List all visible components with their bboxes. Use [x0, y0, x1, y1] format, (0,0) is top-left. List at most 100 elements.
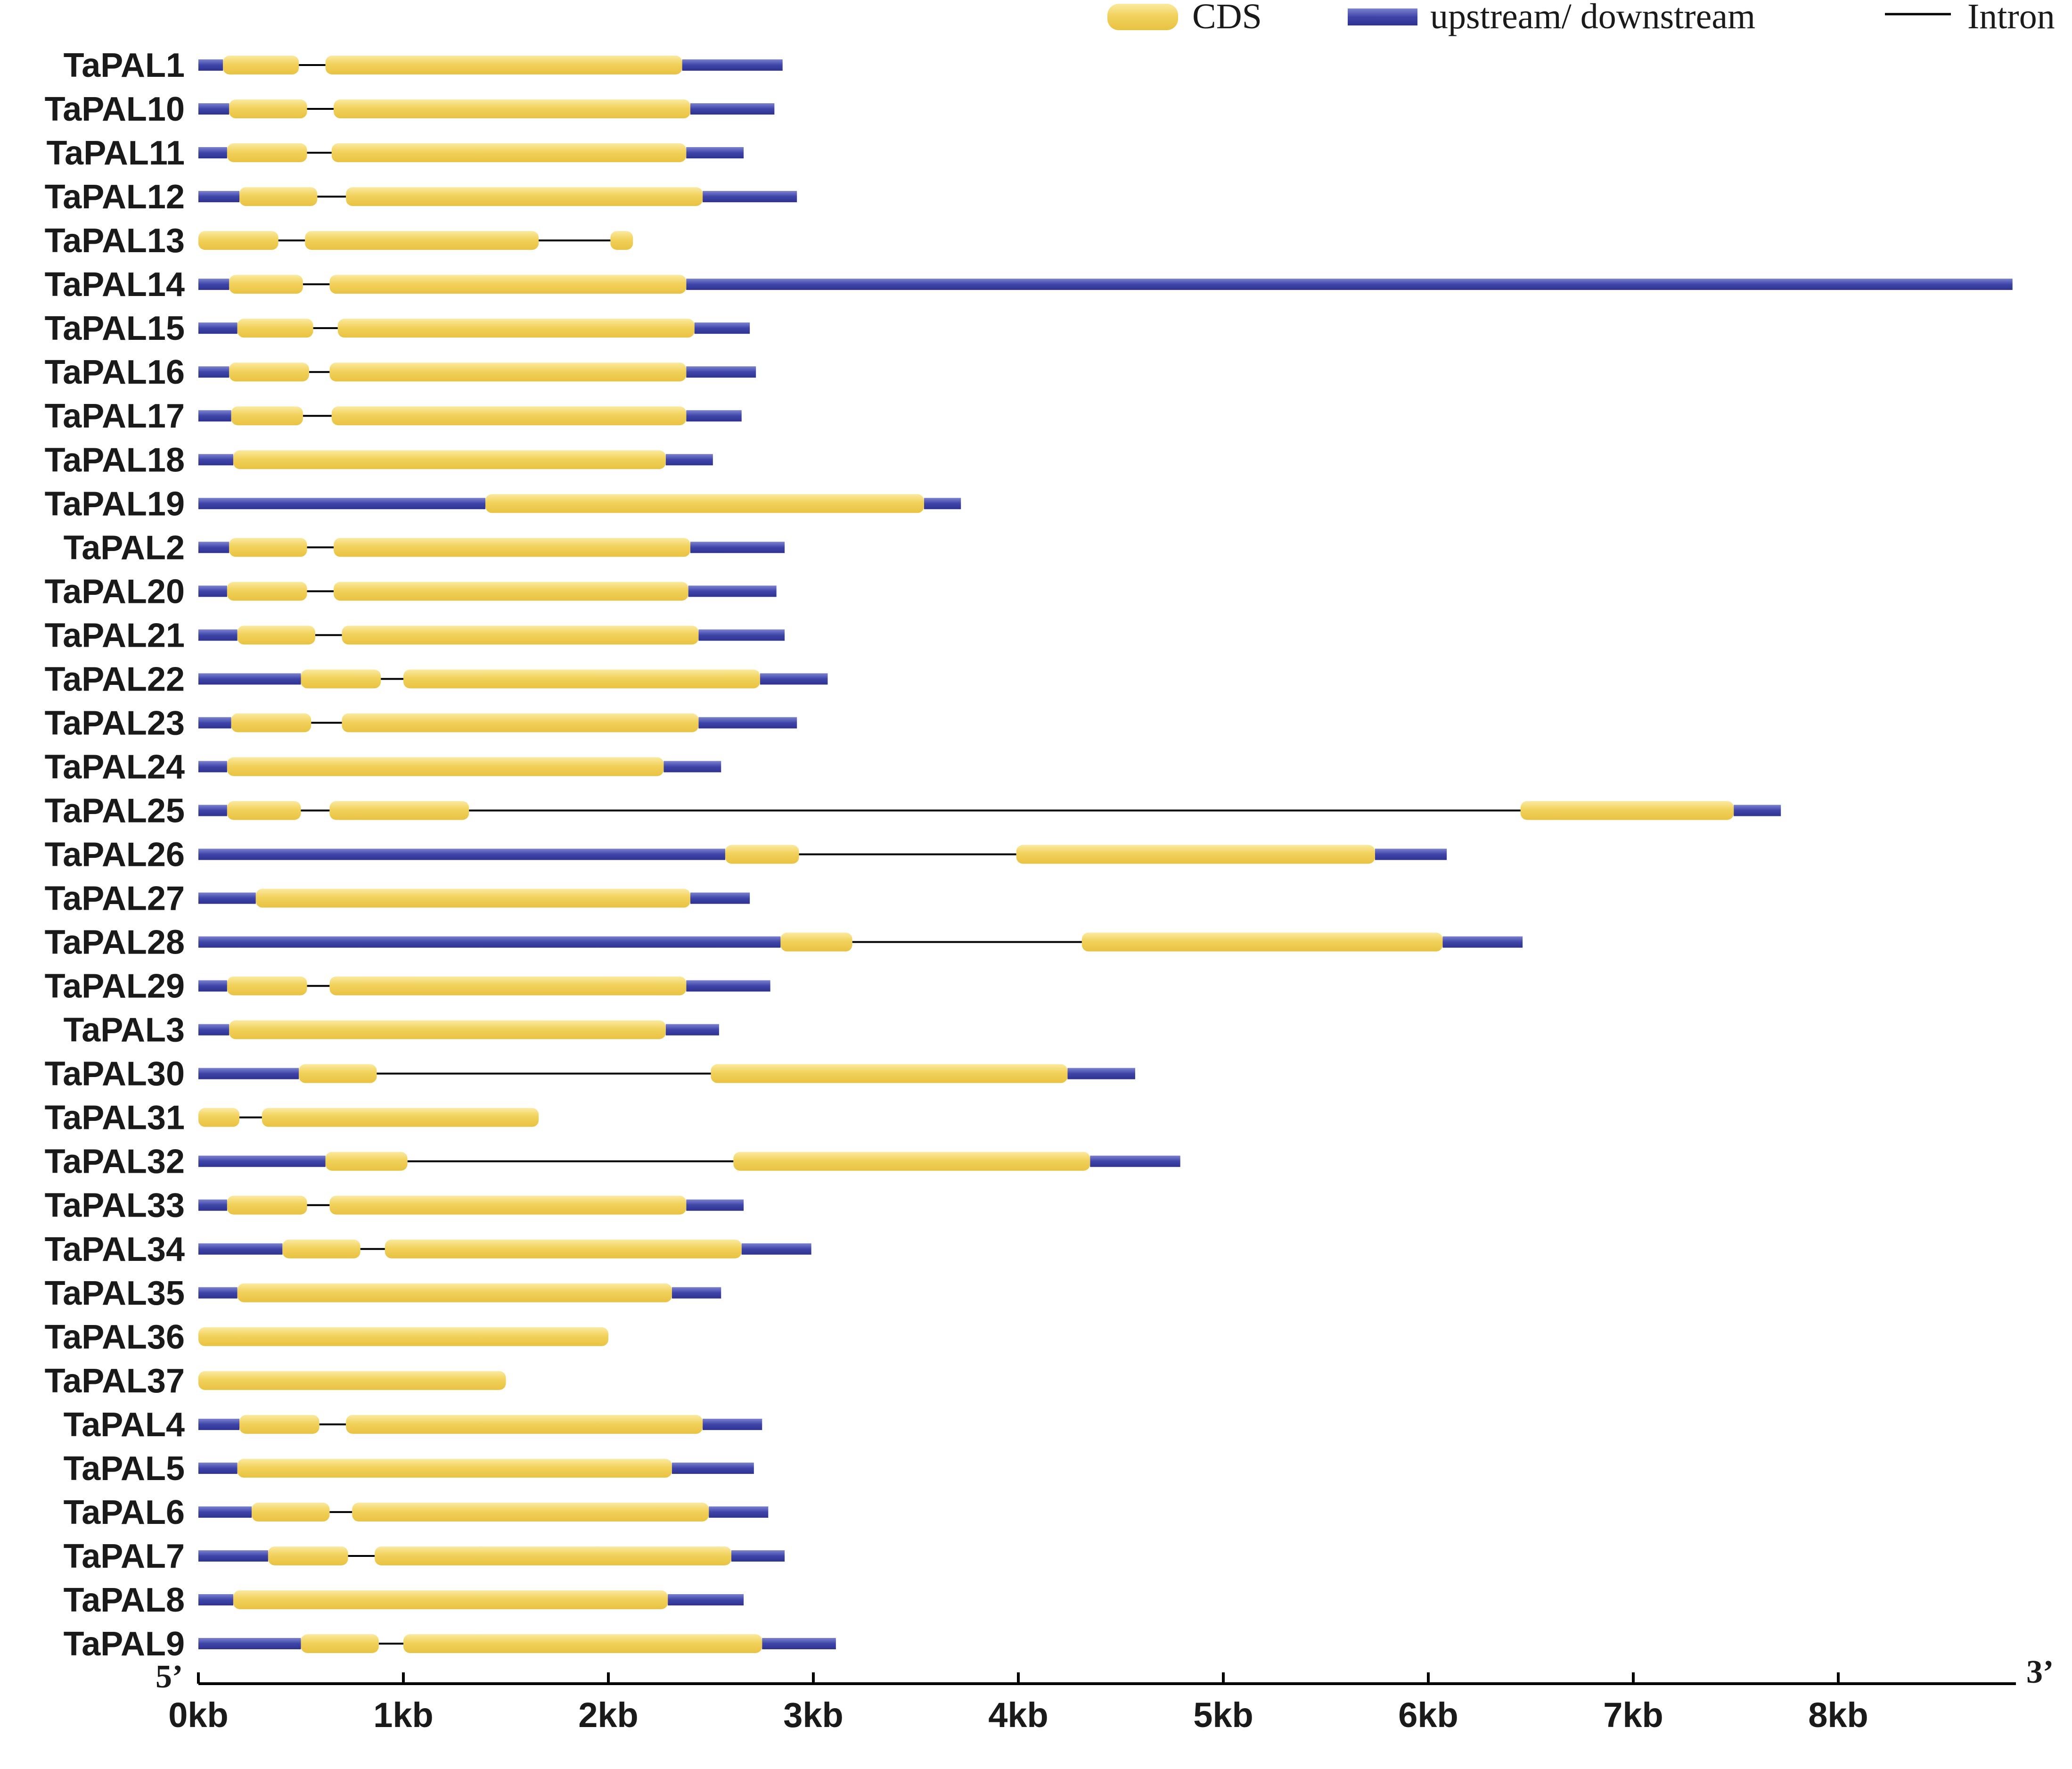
downstream-utr: [703, 1418, 762, 1430]
cds-exon: [233, 450, 666, 469]
upstream-utr: [198, 1155, 326, 1167]
cds-exon: [198, 1371, 506, 1390]
downstream-utr: [709, 1506, 769, 1518]
cds-exon: [334, 538, 690, 557]
downstream-utr: [698, 717, 797, 729]
downstream-utr: [1442, 936, 1523, 948]
upstream-utr: [198, 279, 229, 290]
upstream-utr: [198, 410, 231, 422]
gene-row-tapal35: TaPAL35: [45, 1275, 721, 1312]
upstream-utr: [198, 454, 233, 466]
downstream-utr: [686, 147, 744, 159]
cds-exon: [725, 845, 799, 864]
cds-exon: [252, 1502, 330, 1522]
gene-label: TaPAL3: [64, 1012, 185, 1049]
gene-label: TaPAL8: [64, 1581, 185, 1619]
downstream-utr: [1375, 848, 1447, 860]
gene-row-tapal21: TaPAL21: [45, 617, 785, 654]
gene-row-tapal8: TaPAL8: [64, 1581, 744, 1619]
cds-exon: [262, 1108, 539, 1127]
gene-label: TaPAL6: [64, 1494, 185, 1531]
cds-exon: [227, 1195, 307, 1215]
downstream-utr: [672, 1287, 721, 1299]
gene-label: TaPAL37: [45, 1362, 185, 1400]
cds-exon: [301, 669, 381, 689]
cds-exon: [342, 713, 699, 732]
gene-row-tapal25: TaPAL25: [45, 792, 1781, 830]
downstream-utr: [1090, 1155, 1180, 1167]
gene-row-tapal22: TaPAL22: [45, 660, 828, 698]
gene-row-tapal17: TaPAL17: [45, 397, 742, 435]
cds-exon: [237, 319, 313, 338]
cds-exon: [198, 1108, 239, 1127]
cds-exon: [334, 582, 688, 601]
upstream-utr: [198, 322, 238, 334]
upstream-utr: [198, 1024, 229, 1036]
downstream-utr: [682, 59, 783, 71]
cds-exon: [229, 538, 307, 557]
gene-label: TaPAL4: [64, 1406, 185, 1444]
cds-exon: [1016, 845, 1375, 864]
downstream-utr: [694, 322, 750, 334]
cds-exon: [229, 1020, 666, 1039]
gene-label: TaPAL12: [45, 178, 185, 216]
gene-row-tapal14: TaPAL14: [45, 266, 2013, 304]
upstream-utr: [198, 1638, 301, 1649]
gene-row-tapal18: TaPAL18: [45, 441, 713, 479]
downstream-utr: [762, 1638, 836, 1649]
gene-row-tapal15: TaPAL15: [45, 310, 750, 347]
cds-exon: [268, 1546, 348, 1565]
downstream-utr: [686, 1199, 744, 1211]
upstream-utr: [198, 1068, 299, 1079]
gene-row-tapal31: TaPAL31: [45, 1099, 539, 1137]
cds-exon: [329, 976, 687, 996]
cds-exon: [231, 406, 303, 426]
legend-utr-label: upstream/ downstream: [1430, 0, 1755, 36]
downstream-utr: [924, 498, 961, 510]
upstream-utr: [198, 585, 227, 597]
upstream-utr: [198, 366, 229, 378]
cds-exon: [733, 1152, 1090, 1171]
upstream-utr: [198, 191, 239, 203]
gene-label: TaPAL32: [45, 1143, 185, 1181]
upstream-utr: [198, 1594, 233, 1605]
upstream-utr: [198, 761, 227, 773]
cds-exon: [329, 1195, 687, 1215]
cds-exon: [780, 932, 852, 952]
upstream-utr: [198, 629, 238, 641]
gene-row-tapal9: TaPAL9: [64, 1625, 836, 1663]
downstream-utr: [741, 1243, 811, 1255]
upstream-utr: [198, 805, 227, 816]
upstream-utr: [198, 542, 229, 553]
downstream-utr: [1734, 805, 1781, 816]
cds-exon: [229, 99, 307, 119]
cds-exon: [610, 231, 633, 250]
cds-exon: [329, 801, 469, 820]
kb-axis: 5’ 3’ 0kb 1kb 2kb 3kb 4kb 5kb 6kb 7kb 8kb: [156, 1654, 2054, 1735]
gene-label: TaPAL19: [45, 485, 185, 523]
gene-row-tapal5: TaPAL5: [64, 1450, 754, 1488]
upstream-utr: [198, 673, 301, 685]
gene-row-tapal16: TaPAL16: [45, 354, 756, 391]
gene-label: TaPAL36: [45, 1318, 185, 1356]
downstream-utr: [686, 279, 2013, 290]
axis-tick-label: 7kb: [1603, 1695, 1663, 1735]
upstream-utr: [198, 936, 781, 948]
upstream-utr: [198, 59, 223, 71]
axis-tick-label: 4kb: [988, 1695, 1048, 1735]
cds-exon: [299, 1064, 377, 1083]
upstream-utr: [198, 717, 231, 729]
axis-tick-label: 6kb: [1398, 1695, 1458, 1735]
gene-row-tapal20: TaPAL20: [45, 573, 777, 610]
cds-exon: [331, 143, 687, 163]
legend: CDS upstream/ downstream Intron: [1107, 0, 2055, 36]
gene-row-tapal1: TaPAL1: [64, 47, 783, 84]
cds-exon: [198, 1327, 608, 1346]
gene-row-tapal19: TaPAL19: [45, 485, 961, 523]
upstream-utr: [198, 1418, 239, 1430]
gene-label: TaPAL1: [64, 47, 185, 84]
axis-tick-label: 2kb: [578, 1695, 639, 1735]
axis-tick-label: 5kb: [1193, 1695, 1253, 1735]
cds-exon: [1081, 932, 1443, 952]
